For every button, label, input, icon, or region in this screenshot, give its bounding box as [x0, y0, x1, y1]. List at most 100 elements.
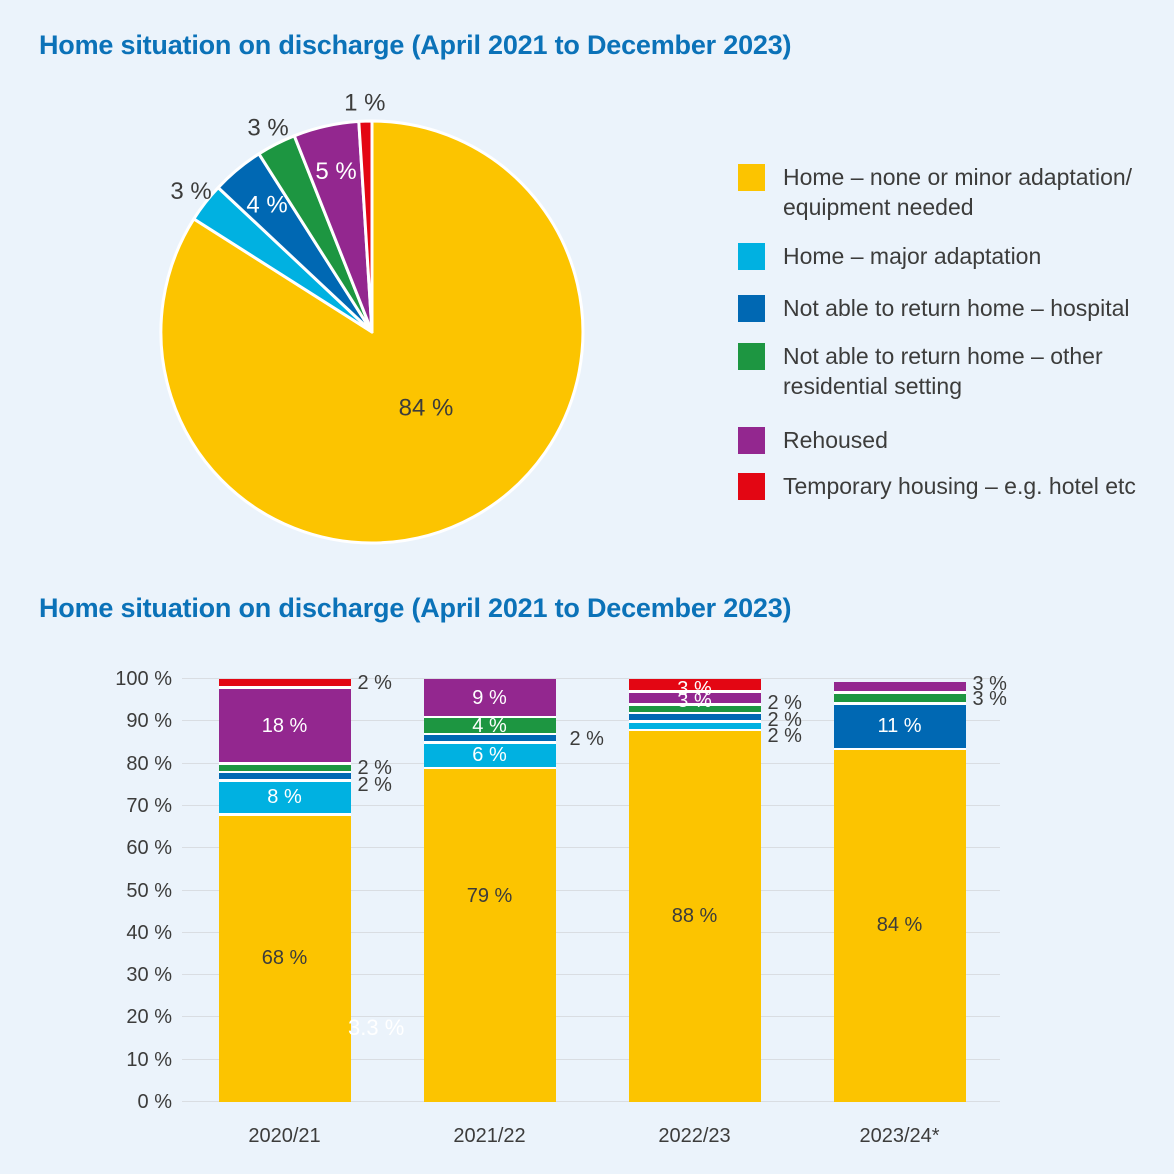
y-axis-tick-label: 10 %: [126, 1048, 172, 1071]
legend-item-home_minor: Home – none or minor adaptation/equipmen…: [738, 162, 1132, 222]
legend-label: Not able to return home – other residenti…: [783, 341, 1103, 401]
bar-chart-plot-area: 0 % 10 % 20 % 30 % 40 % 50 % 60 % 70 % 80 % 90 % 1…: [115, 668, 1007, 1147]
gridline: [182, 889, 1000, 891]
bar-segment-home_minor: [423, 767, 556, 1102]
bar-value-label: 8 %: [267, 786, 302, 809]
pie-slice-label: 84 %: [399, 395, 454, 422]
legend-color-swatch-home_minor: [738, 164, 765, 191]
pie-slice-label: 5 %: [315, 158, 356, 185]
legend-label: Temporary housing – e.g. hotel etc: [783, 471, 1136, 501]
bar-segment-separator: [218, 686, 351, 689]
legend-color-swatch-other_residential: [738, 343, 765, 370]
legend-label: Rehoused: [783, 425, 888, 455]
bar-value-label: 11 %: [877, 715, 922, 738]
bar-segment-home_minor: [218, 814, 351, 1102]
bar-segment-separator: [628, 720, 761, 723]
y-axis-tick-label: 70 %: [126, 794, 172, 817]
legend-item-hospital: Not able to return home – hospital: [738, 293, 1129, 323]
bar-outside-value-label: 3 %: [972, 687, 1007, 710]
bar-segment-temporary: [218, 679, 351, 688]
x-axis-category-label: 2023/24*: [859, 1125, 940, 1147]
bar-outside-value-label: 2 %: [569, 728, 604, 751]
y-axis-tick-label: 100 %: [115, 668, 172, 690]
legend-label: Not able to return home – hospital: [783, 293, 1129, 323]
ghost-value-label: 3.3 %: [348, 1015, 405, 1040]
bar-value-label: 9 %: [472, 687, 507, 710]
bar-segment-temporary: [628, 679, 761, 692]
legend-label: Home – major adaptation: [783, 241, 1041, 271]
bar-value-label: 4 %: [472, 714, 507, 737]
bar-segment-hospital: [628, 712, 761, 722]
bar-segment-separator: [628, 703, 761, 706]
bar-value-label: 84 %: [876, 914, 923, 937]
bar-value-label: 6 %: [472, 744, 507, 767]
x-axis-category-label: 2021/22: [453, 1125, 526, 1147]
y-axis-tick-label: 60 %: [126, 837, 172, 860]
bar-segment-separator: [218, 779, 351, 782]
bar-value-label: 3 %: [677, 677, 712, 700]
legend-item-other_residential: Not able to return home – other residenti…: [738, 341, 1103, 401]
x-axis-category-label: 2022/23: [658, 1125, 731, 1147]
bar-segment-separator: [628, 728, 761, 732]
bar-segment-home_minor: [628, 729, 761, 1102]
y-axis-tick-label: 80 %: [126, 752, 172, 775]
legend-item-rehoused: Rehoused: [738, 425, 888, 455]
bar-segment-hospital: [218, 772, 351, 781]
x-axis-category-label: 2020/21: [248, 1125, 321, 1147]
legend-color-swatch-hospital: [738, 295, 765, 322]
bar-segment-separator: [218, 770, 351, 774]
bar-outside-value-label: 2 %: [357, 671, 392, 694]
y-axis-tick-label: 90 %: [126, 710, 172, 733]
bar-segment-rehoused: [423, 679, 556, 718]
legend-label-line: Home – major adaptation: [783, 243, 1042, 269]
legend-color-swatch-rehoused: [738, 427, 765, 454]
legend-label-line: Not able to return home – other: [783, 343, 1103, 369]
bar-2021/22: 79 % 6 % 4 % 9 %: [423, 679, 556, 1102]
gridline: [182, 678, 1000, 679]
y-axis-tick-label: 20 %: [126, 1006, 172, 1029]
bar-segment-rehoused: [833, 681, 966, 693]
pie-slice-temporary: [357, 119, 374, 334]
legend: Home – none or minor adaptation/equipmen…: [738, 162, 1174, 507]
bar-outside-value-label: 2 %: [357, 774, 392, 797]
legend-label-line: Home – none or minor adaptation/: [783, 164, 1133, 190]
y-axis-tick-label: 30 %: [126, 964, 172, 987]
bar-segment-home_major: [218, 780, 351, 815]
legend-item-temporary: Temporary housing – e.g. hotel etc: [738, 471, 1136, 501]
bar-segment-home_minor: [833, 748, 966, 1102]
bar-segment-rehoused: [218, 687, 351, 764]
legend-color-swatch-temporary: [738, 473, 765, 500]
bar-segment-hospital: [833, 703, 966, 749]
legend-label: Home – none or minor adaptation/equipmen…: [783, 162, 1132, 222]
bar-value-label: 3 %: [677, 690, 712, 713]
pie-section-title: Home situation on discharge (April 2021 …: [39, 30, 792, 60]
bar-outside-value-label: 2 %: [767, 692, 802, 715]
bar-2020/21: 68 % 8 % 18 %: [218, 679, 351, 1102]
bar-2023/24*: 84 % 11 %: [833, 679, 966, 1102]
gridline: [182, 931, 1000, 933]
bar-outside-value-label: 2 %: [767, 709, 802, 732]
bar-segment-rehoused: [628, 691, 761, 705]
gridline: [182, 1101, 1000, 1102]
bar-segment-other_residential: [218, 763, 351, 773]
legend-label-line: Temporary housing – e.g. hotel etc: [783, 473, 1136, 499]
bar-segment-separator: [423, 732, 556, 736]
bar-segment-other_residential: [423, 717, 556, 734]
gridline: [182, 1016, 1000, 1018]
pie-slice-label: 1 %: [344, 90, 385, 117]
bar-segment-separator: [628, 711, 761, 715]
pie-slice-label: 3 %: [247, 115, 288, 142]
y-axis-tick-label: 50 %: [126, 879, 172, 902]
bar-segment-separator: [218, 762, 351, 765]
bar-outside-value-label: 3 %: [972, 673, 1007, 696]
gridline: [182, 762, 1000, 764]
pie-slice-label: 3 %: [170, 178, 211, 205]
pie-chart: 84 % 3 % 4 % 3 % 5 % 1 %: [159, 90, 585, 545]
pie-slice-label: 4 %: [246, 192, 287, 219]
bar-segment-separator: [218, 813, 351, 816]
bar-value-label: 68 %: [261, 947, 308, 970]
bar-segment-separator: [833, 702, 966, 705]
bar-segment-separator: [423, 766, 556, 770]
legend-item-home_major: Home – major adaptation: [738, 241, 1041, 271]
legend-label-line: equipment needed: [783, 194, 974, 220]
